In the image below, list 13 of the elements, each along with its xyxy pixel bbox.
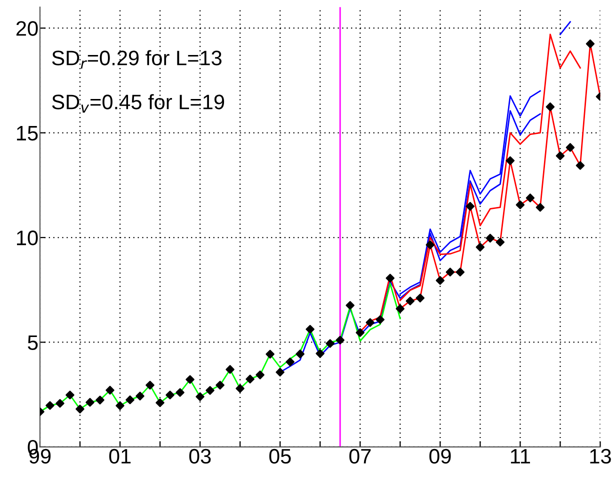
x-tick-label: 01 [109,448,131,464]
y-tick-label: 15 [17,126,38,141]
y-tick-label: 10 [17,230,38,246]
x-tick-label: 11 [510,449,530,464]
y-tick-label: 5 [28,335,38,350]
annotation: SD$_{r}$=0.29 for L=13 [52,50,222,69]
x-tick-label: 09 [429,448,451,464]
annotation: SD$_{v}$=0.45 for L=19 [52,94,224,113]
y-tick-label: 20 [16,21,38,36]
x-tick-label: 13 [590,448,611,464]
x-tick-label: 03 [189,448,211,464]
x-tick-label: 07 [349,448,371,464]
x-tick-label: 05 [269,448,291,464]
